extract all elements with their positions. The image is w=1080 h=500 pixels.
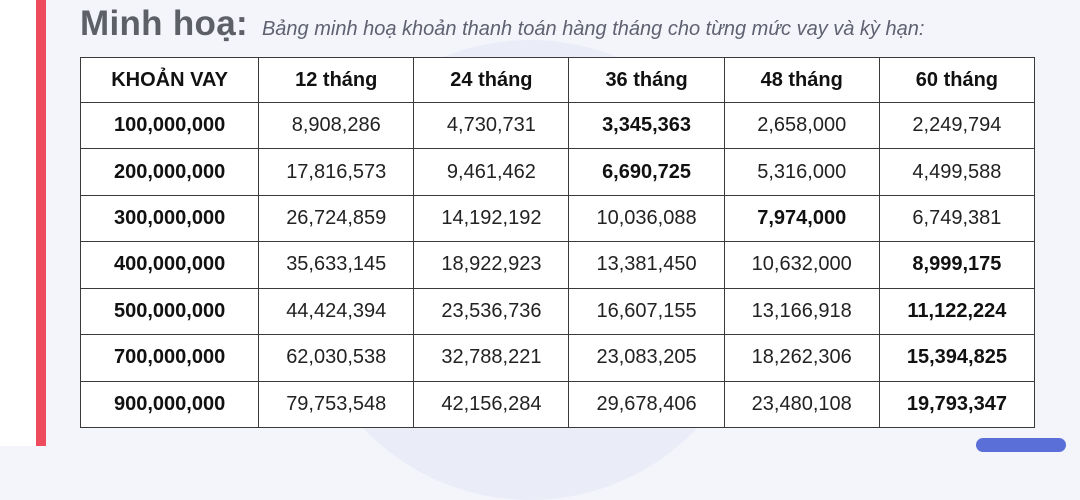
monthly-payment-cell: 42,156,284 bbox=[413, 380, 570, 429]
table-row: 500,000,000 44,424,394 23,536,736 16,607,15… bbox=[79, 287, 1036, 336]
monthly-payment-cell: 19,793,347 bbox=[878, 380, 1036, 429]
monthly-payment-cell: 13,381,450 bbox=[568, 241, 725, 289]
monthly-payment-cell: 6,690,725 bbox=[568, 148, 725, 196]
table-row: 200,000,000 17,816,573 9,461,462 6,690,725 5… bbox=[79, 148, 1036, 196]
table-row: 700,000,000 62,030,538 32,788,221 23,083,20… bbox=[79, 334, 1036, 382]
monthly-payment-cell: 7,974,000 bbox=[723, 194, 880, 243]
monthly-payment-cell: 10,632,000 bbox=[723, 241, 880, 289]
loan-amount-cell: 400,000,000 bbox=[79, 241, 260, 289]
column-header-term: 24 tháng bbox=[413, 57, 570, 103]
table-body: 100,000,000 8,908,286 4,730,731 3,345,363 2,… bbox=[79, 101, 1036, 429]
monthly-payment-cell: 13,166,918 bbox=[723, 287, 880, 336]
monthly-payment-cell: 6,749,381 bbox=[878, 194, 1036, 243]
floating-action-button[interactable] bbox=[976, 438, 1066, 452]
left-sidebar-strip bbox=[0, 0, 46, 446]
loan-amount-cell: 500,000,000 bbox=[79, 287, 260, 336]
column-header-term: 36 tháng bbox=[568, 57, 725, 103]
monthly-payment-cell: 3,345,363 bbox=[568, 101, 725, 150]
monthly-payment-cell: 26,724,859 bbox=[258, 194, 415, 243]
loan-amount-cell: 700,000,000 bbox=[79, 334, 260, 382]
monthly-payment-cell: 9,461,462 bbox=[413, 148, 570, 196]
monthly-payment-cell: 10,036,088 bbox=[568, 194, 725, 243]
monthly-payment-cell: 2,658,000 bbox=[723, 101, 880, 150]
section-subtitle: Bảng minh hoạ khoản thanh toán hàng thán… bbox=[261, 18, 925, 40]
column-header-term: 48 tháng bbox=[723, 57, 880, 103]
monthly-payment-cell: 4,499,588 bbox=[878, 148, 1036, 196]
monthly-payment-cell: 23,536,736 bbox=[413, 287, 570, 336]
monthly-payment-cell: 79,753,548 bbox=[258, 380, 415, 429]
monthly-payment-cell: 2,249,794 bbox=[878, 101, 1036, 150]
accent-stripe bbox=[36, 0, 46, 446]
table-row: 100,000,000 8,908,286 4,730,731 3,345,363 2,… bbox=[79, 101, 1036, 150]
loan-amount-cell: 300,000,000 bbox=[79, 194, 260, 243]
section-header: Minh hoạ: Bảng minh hoạ khoản thanh toán… bbox=[80, 4, 924, 48]
monthly-payment-cell: 11,122,224 bbox=[878, 287, 1036, 336]
column-header-term: 60 tháng bbox=[878, 57, 1036, 103]
monthly-payment-cell: 16,607,155 bbox=[568, 287, 725, 336]
table-row: 400,000,000 35,633,145 18,922,923 13,381,45… bbox=[79, 241, 1036, 289]
monthly-payment-cell: 8,999,175 bbox=[878, 241, 1036, 289]
loan-amount-cell: 100,000,000 bbox=[79, 101, 260, 150]
monthly-payment-cell: 23,083,205 bbox=[568, 334, 725, 382]
monthly-payment-cell: 23,480,108 bbox=[723, 380, 880, 429]
table-row: 300,000,000 26,724,859 14,192,192 10,036,08… bbox=[79, 194, 1036, 243]
monthly-payment-cell: 17,816,573 bbox=[258, 148, 415, 196]
column-header-loan-amount: KHOẢN VAY bbox=[79, 57, 260, 103]
monthly-payment-cell: 5,316,000 bbox=[723, 148, 880, 196]
monthly-payment-cell: 62,030,538 bbox=[258, 334, 415, 382]
table-header-row: KHOẢN VAY 12 tháng 24 tháng 36 tháng 48 thán… bbox=[79, 57, 1036, 103]
monthly-payment-cell: 44,424,394 bbox=[258, 287, 415, 336]
loan-amount-cell: 900,000,000 bbox=[79, 380, 260, 429]
section-title: Minh hoạ: bbox=[80, 4, 248, 43]
monthly-payment-cell: 14,192,192 bbox=[413, 194, 570, 243]
column-header-term: 12 tháng bbox=[258, 57, 415, 103]
loan-amount-cell: 200,000,000 bbox=[79, 148, 260, 196]
loan-payment-table: KHOẢN VAY 12 tháng 24 tháng 36 tháng 48 thán… bbox=[79, 57, 1036, 429]
monthly-payment-cell: 15,394,825 bbox=[878, 334, 1036, 382]
table-row: 900,000,000 79,753,548 42,156,284 29,678,40… bbox=[79, 380, 1036, 429]
monthly-payment-cell: 8,908,286 bbox=[258, 101, 415, 150]
monthly-payment-cell: 29,678,406 bbox=[568, 380, 725, 429]
monthly-payment-cell: 35,633,145 bbox=[258, 241, 415, 289]
monthly-payment-cell: 32,788,221 bbox=[413, 334, 570, 382]
monthly-payment-cell: 4,730,731 bbox=[413, 101, 570, 150]
monthly-payment-cell: 18,922,923 bbox=[413, 241, 570, 289]
monthly-payment-cell: 18,262,306 bbox=[723, 334, 880, 382]
